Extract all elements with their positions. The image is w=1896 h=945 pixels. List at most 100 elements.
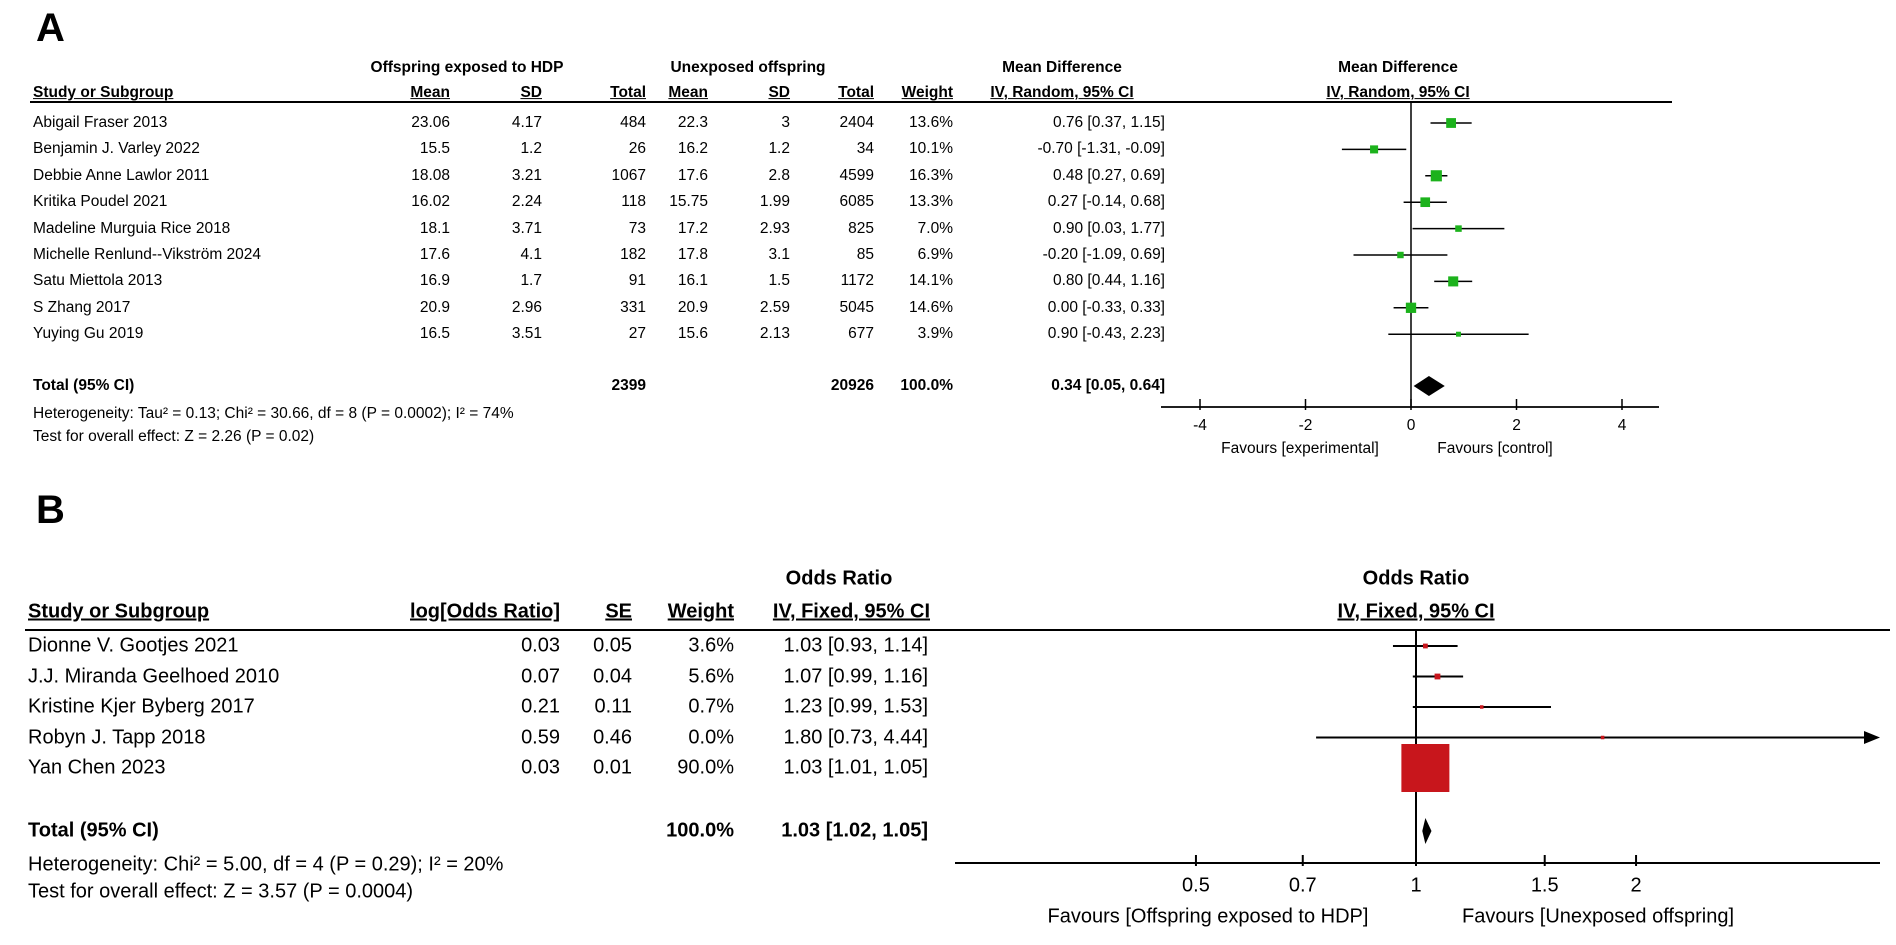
cell-ci: 1.07 [0.99, 1.16]	[783, 665, 928, 687]
col-header-study-b: Study or Subgroup	[28, 600, 210, 623]
cell-mean2: 17.2	[677, 219, 708, 237]
cell-ci: 1.80 [0.73, 4.44]	[783, 726, 928, 748]
axis-tick-label: 0.5	[1182, 874, 1210, 897]
col-header-sd2: SD	[768, 84, 790, 102]
cell-weight: 10.1%	[909, 140, 953, 158]
col-header-sd1: SD	[520, 84, 542, 102]
cell-sd2: 2.59	[759, 298, 790, 316]
cell-total2: 85	[856, 246, 874, 264]
cell-mean1: 16.9	[419, 272, 450, 290]
total-label-b: Total (95% CI)	[28, 819, 159, 842]
cell-ci: 0.00 [-0.33, 0.33]	[1047, 298, 1165, 316]
cell-study-name: Robyn J. Tapp 2018	[28, 726, 206, 748]
cell-total1: 484	[620, 114, 646, 132]
col-header-total1: Total	[610, 84, 646, 102]
cell-sd2: 2.8	[768, 166, 790, 184]
cell-total1: 118	[621, 193, 646, 211]
effect-marker	[1370, 145, 1379, 154]
cell-mean2: 17.6	[677, 166, 708, 184]
axis-tick-label: 2	[1512, 417, 1521, 435]
cell-weight: 7.0%	[917, 219, 953, 237]
col-header-mean2: Mean	[668, 84, 708, 102]
cell-ci: 0.76 [0.37, 1.15]	[1052, 114, 1165, 132]
cell-study-name: S Zhang 2017	[33, 298, 131, 316]
cell-weight: 6.9%	[917, 246, 953, 264]
cell-total2: 4599	[839, 166, 874, 184]
cell-mean2: 16.1	[677, 272, 708, 290]
cell-sd1: 1.7	[520, 272, 542, 290]
cell-total1: 27	[628, 325, 646, 343]
cell-se: 0.04	[593, 665, 632, 687]
cell-total2: 2404	[839, 114, 874, 132]
cell-total2: 5045	[839, 298, 874, 316]
col-header-ci-b: IV, Fixed, 95% CI	[772, 600, 930, 623]
cell-logor: 0.07	[521, 665, 560, 687]
col-header-study-a: Study or Subgroup	[33, 84, 174, 102]
cell-weight: 0.7%	[688, 695, 734, 718]
effect-marker	[1420, 197, 1431, 208]
plot-title-b: Odds Ratio	[1362, 567, 1470, 590]
cell-mean2: 17.8	[677, 246, 708, 264]
axis-tick-label: 0.7	[1288, 874, 1317, 897]
cell-weight: 5.6%	[688, 665, 734, 687]
summary-diamond	[1422, 818, 1432, 844]
cell-mean1: 18.1	[419, 219, 450, 237]
cell-study-name: Yuying Gu 2019	[33, 325, 144, 343]
cell-mean1: 20.9	[419, 298, 450, 316]
cell-study-name: Kristine Kjer Byberg 2017	[28, 695, 255, 718]
cell-total1: 91	[628, 272, 646, 290]
cell-study-name: Michelle Renlund--Vikström 2024	[33, 246, 262, 264]
cell-sd1: 2.24	[511, 193, 542, 211]
cell-study-name: Satu Miettola 2013	[33, 272, 163, 290]
cell-sd2: 3	[781, 114, 790, 132]
cell-sd2: 2.13	[759, 325, 790, 343]
effect-marker	[1397, 251, 1404, 259]
overall-effect-b: Test for overall effect: Z = 3.57 (P = 0…	[28, 880, 414, 903]
total-n-exposed: 2399	[611, 377, 646, 395]
group2-header: Unexposed offspring	[670, 59, 826, 77]
cell-sd1: 3.21	[511, 166, 542, 184]
favours-left-b: Favours [Offspring exposed to HDP]	[1047, 905, 1369, 928]
axis-tick-label: 1	[1410, 874, 1422, 897]
col-header-logor: log[Odds Ratio]	[410, 600, 560, 623]
cell-total1: 26	[628, 140, 646, 158]
effect-marker	[1455, 225, 1462, 232]
effect-marker	[1405, 302, 1417, 313]
col-header-mean1: Mean	[410, 84, 450, 102]
cell-ci: 0.80 [0.44, 1.16]	[1052, 272, 1165, 290]
cell-mean1: 16.5	[419, 325, 450, 343]
axis-tick-label: 2	[1630, 874, 1642, 897]
cell-study-name: Madeline Murguia Rice 2018	[33, 219, 231, 237]
cell-sd1: 3.71	[511, 219, 542, 237]
total-ci-a: 0.34 [0.05, 0.64]	[1051, 377, 1165, 395]
cell-weight: 13.3%	[909, 193, 953, 211]
cell-mean2: 22.3	[677, 114, 708, 132]
panel-a-label: A	[36, 6, 65, 50]
col-header-weight-a: Weight	[901, 84, 953, 102]
cell-ci: 1.23 [0.99, 1.53]	[783, 695, 928, 718]
effect-marker	[1422, 643, 1428, 649]
cell-mean1: 16.02	[411, 193, 450, 211]
total-weight-a: 100.0%	[900, 377, 953, 395]
col-header-se: SE	[605, 600, 632, 623]
cell-sd1: 1.2	[520, 140, 542, 158]
cell-mean1: 23.06	[411, 114, 450, 132]
cell-weight: 14.1%	[909, 272, 953, 290]
cell-total1: 331	[620, 298, 646, 316]
cell-mean2: 15.75	[669, 193, 708, 211]
cell-mean2: 20.9	[677, 298, 708, 316]
favours-right-b: Favours [Unexposed offspring]	[1461, 905, 1735, 928]
axis-tick-label: 0	[1406, 417, 1416, 435]
total-n-control: 20926	[830, 377, 874, 395]
effect-marker	[1434, 673, 1441, 680]
arrow-head	[1864, 731, 1880, 744]
cell-ci: 1.03 [0.93, 1.14]	[783, 634, 928, 657]
cell-weight: 3.9%	[917, 325, 953, 343]
cell-ci: 0.90 [0.03, 1.77]	[1052, 219, 1165, 237]
effect-marker	[1401, 744, 1450, 792]
cell-se: 0.05	[593, 634, 632, 657]
cell-weight: 3.6%	[688, 634, 734, 657]
heterogeneity-a: Heterogeneity: Tau² = 0.13; Chi² = 30.66…	[33, 405, 514, 423]
cell-study-name: Kritika Poudel 2021	[33, 193, 168, 211]
